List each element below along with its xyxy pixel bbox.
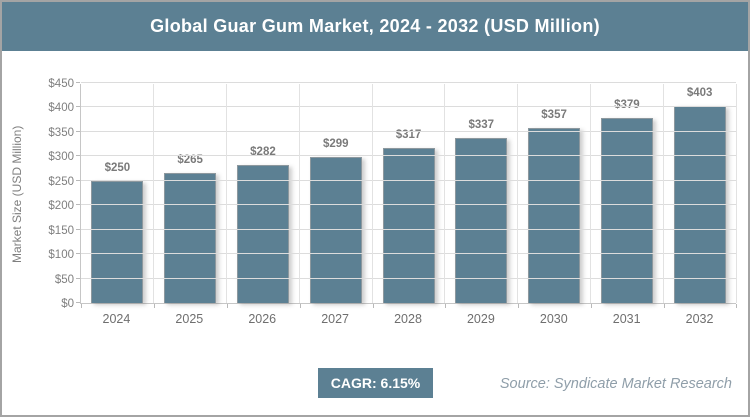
x-axis-category-label: 2028: [394, 312, 422, 326]
gridline-vertical: [152, 84, 154, 303]
bar-value-label: $299: [322, 137, 349, 150]
bar: [164, 173, 217, 303]
y-axis-tick-label: $150: [48, 224, 74, 237]
cagr-badge: CAGR: 6.15%: [318, 368, 433, 398]
bar-column: $379: [590, 84, 663, 303]
gridline-vertical: [663, 84, 665, 303]
x-axis-category-label: 2024: [102, 312, 131, 326]
x-axis-category-label: 2031: [612, 312, 641, 326]
bar-column: $403: [663, 84, 736, 303]
y-axis-tick-label: $400: [48, 102, 74, 115]
x-axis-tick: [226, 304, 228, 308]
x-axis-tick: [81, 304, 82, 308]
bar-column: $282: [227, 84, 300, 303]
bar-value-label: $265: [177, 154, 203, 167]
y-axis-tick-label: $350: [48, 126, 74, 139]
bar: [236, 165, 289, 303]
x-axis-category-label: 2027: [321, 312, 350, 326]
chart-title: Global Guar Gum Market, 2024 - 2032 (USD…: [150, 16, 600, 36]
gridline-vertical: [736, 84, 737, 303]
gridline-horizontal: [81, 82, 736, 83]
bar-value-label: $250: [104, 161, 131, 174]
y-axis-tick: [76, 106, 80, 108]
x-axis-tick: [153, 304, 155, 308]
bar-value-label: $282: [250, 146, 276, 159]
y-axis-tick: [76, 82, 80, 83]
bar: [528, 128, 581, 303]
y-axis-tick: [76, 253, 80, 255]
gridline-vertical: [444, 84, 446, 303]
y-axis-tick-label: $50: [54, 273, 74, 286]
bar: [455, 138, 508, 303]
y-axis-tick: [76, 277, 80, 279]
chart-title-bar: Global Guar Gum Market, 2024 - 2032 (USD…: [2, 2, 748, 51]
gridline-horizontal: [81, 130, 736, 132]
x-axis-tick: [372, 304, 374, 308]
y-axis-tick: [76, 302, 80, 303]
bar-series: $250 $265 $282 $299 $317 $337 $357 $379 $403: [81, 84, 736, 303]
source-credit: Source: Syndicate Market Research: [499, 376, 732, 392]
y-axis-tick: [76, 130, 80, 132]
x-axis-category-label: 2025: [175, 312, 204, 326]
bar-column: $265: [154, 84, 227, 303]
bar-column: $250: [81, 84, 154, 303]
gridline-horizontal: [81, 155, 736, 157]
y-axis-tick-label: $450: [48, 78, 74, 90]
y-axis-tick: [76, 204, 80, 206]
x-axis-tick: [664, 304, 666, 308]
plot-area: $250 $265 $282 $299 $317 $337 $357 $379 $403: [76, 82, 737, 308]
gridline-horizontal: [81, 179, 736, 181]
y-axis-tick: [76, 179, 80, 181]
bar-value-label: $357: [541, 109, 567, 122]
cagr-label: CAGR: 6.15%: [330, 375, 421, 391]
bar-column: $317: [372, 84, 445, 303]
x-axis-tick: [445, 304, 447, 308]
bar-column: $357: [518, 84, 591, 303]
gridline-vertical: [225, 84, 227, 303]
bar-value-label: $379: [614, 98, 640, 111]
bar-column: $299: [299, 84, 372, 303]
bar-value-label: $337: [468, 119, 495, 132]
gridline-vertical: [298, 84, 300, 303]
y-axis-tick-label: $250: [48, 175, 74, 188]
x-axis-category-label: 2032: [685, 312, 714, 326]
gridline-vertical: [590, 84, 592, 303]
gridline-horizontal: [81, 204, 736, 206]
bar: [309, 156, 362, 303]
y-axis-tick-label: $100: [48, 249, 74, 262]
gridline-horizontal: [81, 253, 736, 255]
gridline-vertical: [371, 84, 373, 303]
x-axis-category-label: 2029: [466, 312, 495, 326]
y-axis-tick: [76, 155, 80, 157]
y-axis-tick-label: $300: [48, 151, 74, 164]
gridline-horizontal: [81, 277, 736, 279]
x-axis-tick: [299, 304, 301, 308]
x-axis-tick: [736, 304, 737, 308]
x-axis-tick: [518, 304, 520, 308]
y-axis-tick-label: $0: [61, 298, 74, 310]
y-axis-tick-labels: $0 $50 $100 $150 $200 $250 $300 $350 $400 $450: [2, 78, 74, 310]
gridline-horizontal: [81, 228, 736, 230]
bar-value-label: $403: [686, 86, 713, 99]
x-axis-tick: [591, 304, 593, 308]
bar: [382, 148, 435, 303]
x-axis-category-label: 2026: [248, 312, 277, 326]
y-axis-tick: [76, 228, 80, 230]
bar: [91, 180, 144, 303]
x-axis-category-label: 2030: [539, 312, 568, 326]
y-axis-tick-label: $200: [48, 200, 74, 213]
gridline-horizontal: [81, 106, 736, 108]
gridline-vertical: [517, 84, 519, 303]
bar-value-label: $317: [395, 129, 422, 142]
x-axis-labels: 2024 2025 2026 2027 2028 2029 2030 2031 2032: [80, 312, 736, 326]
bar-column: $337: [445, 84, 518, 303]
bar: [600, 117, 653, 303]
